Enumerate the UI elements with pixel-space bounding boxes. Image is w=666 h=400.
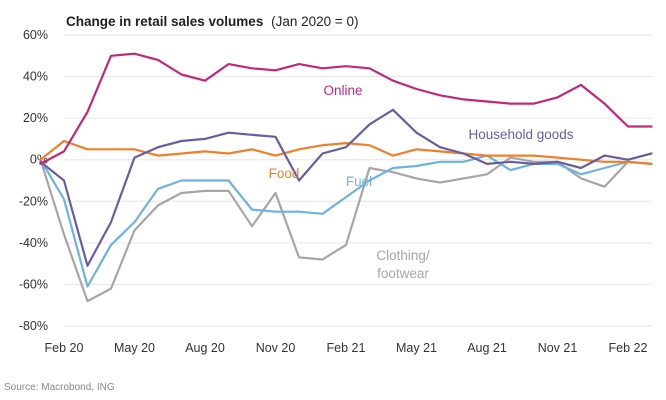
series-line-food	[39, 139, 653, 165]
series-label-household-goods: Household goods	[468, 127, 573, 142]
y-tick-label: -20%	[19, 194, 48, 208]
y-tick-label: 40%	[23, 70, 48, 84]
series-label-line: Clothing/	[376, 248, 430, 263]
series-label-fuel: Fuel	[346, 174, 372, 189]
y-tick-label: -60%	[19, 277, 48, 291]
x-tick-label: Feb 20	[45, 341, 84, 355]
series-label-line: Household goods	[468, 127, 573, 142]
gridlines	[64, 34, 652, 327]
series-label-line: Food	[269, 166, 300, 181]
chart-subtitle: (Jan 2020 = 0)	[271, 14, 358, 29]
series-label-food: Food	[269, 166, 300, 181]
series-line-household-goods	[39, 108, 653, 267]
x-tick-label: Feb 22	[609, 341, 648, 355]
x-tick-label: May 20	[114, 341, 155, 355]
series-line-fuel	[39, 154, 653, 288]
y-tick-label: -40%	[19, 236, 48, 250]
x-tick-label: Aug 20	[185, 341, 225, 355]
series-label-line: footwear	[377, 266, 429, 281]
y-axis-labels: 60%40%20%0%-20%-40%-60%-80%	[19, 28, 48, 333]
y-tick-label: -80%	[19, 319, 48, 333]
series-label-online: Online	[323, 83, 362, 98]
series-line-online	[39, 52, 653, 165]
x-tick-label: Nov 21	[538, 341, 578, 355]
x-tick-label: Nov 20	[256, 341, 296, 355]
series-label-line: Fuel	[346, 174, 372, 189]
series-label-line: Online	[323, 83, 362, 98]
x-tick-label: Feb 21	[327, 341, 366, 355]
x-axis-labels: Feb 20 May 20 Aug 20 Nov 20 Feb 21 May 21 Aug …	[45, 341, 648, 355]
series-label-clothing-footwear: Clothing/footwear	[376, 248, 430, 281]
x-tick-label: May 21	[396, 341, 437, 355]
chart-title-line: Change in retail sales volumes (Jan 2020…	[66, 14, 359, 29]
chart-title: Change in retail sales volumes	[66, 14, 263, 29]
y-tick-label: 20%	[23, 111, 48, 125]
x-tick-label: Aug 21	[467, 341, 507, 355]
source-note: Source: Macrobond, ING	[4, 382, 115, 393]
series-labels: Clothing/footwear Fuel Food Household goods…	[269, 83, 574, 281]
y-tick-label: 60%	[23, 28, 48, 42]
series-lines	[39, 52, 653, 303]
